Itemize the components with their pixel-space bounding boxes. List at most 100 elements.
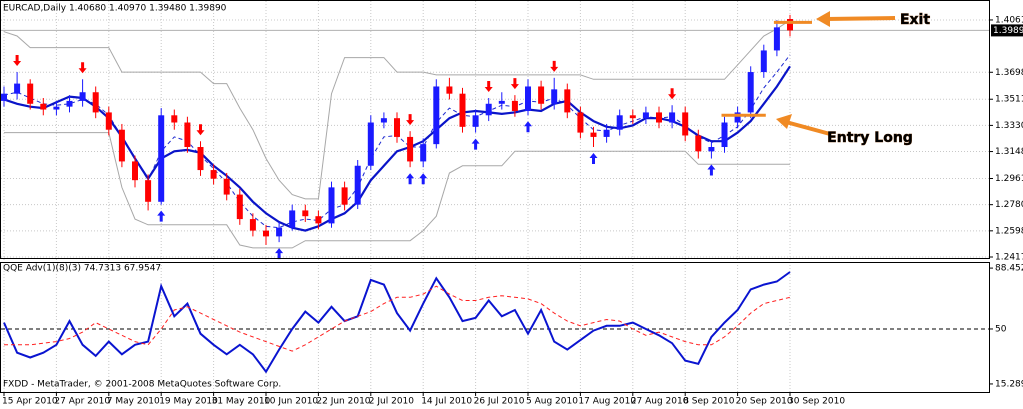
candle-body [498, 100, 505, 104]
price-label-box [991, 24, 1023, 37]
candle-body [40, 103, 47, 110]
candle-body [184, 122, 191, 148]
annotation: Entry Long [827, 130, 913, 146]
y-tick-label: 1.33300 [995, 121, 1023, 131]
candle-body [760, 50, 767, 73]
candle-body [446, 86, 453, 94]
candle-body [642, 112, 649, 119]
series-line [3, 19, 791, 200]
candle-body [380, 118, 387, 123]
y-tick-label: 1.24170 [995, 252, 1023, 262]
x-tick-label: 30 Sep 2010 [788, 397, 845, 407]
candle-body [708, 147, 715, 152]
x-tick-label: 5 Aug 2010 [526, 397, 578, 407]
candle-body [302, 210, 309, 217]
sell-arrow [510, 78, 519, 90]
buy-arrow [406, 173, 415, 185]
candle-body [263, 230, 269, 237]
candle-body [236, 194, 243, 220]
chart-title: EURCAD,Daily 1.40680 1.40970 1.39480 1.3… [3, 4, 227, 14]
entry-arrow [776, 114, 831, 136]
y-tick-label: 88.4525 [995, 264, 1023, 274]
series-line [4, 285, 791, 352]
y-tick-label: 1.25985 [995, 226, 1023, 236]
annotation: Exit [900, 12, 930, 28]
candle-body [773, 27, 780, 51]
series-line [4, 132, 790, 249]
candle-body [328, 187, 335, 224]
indicator-frame [0, 262, 990, 393]
price-label: 1.39890 [993, 26, 1023, 36]
candle-body [276, 227, 283, 237]
candle-body [14, 83, 21, 94]
candle-body [695, 135, 702, 152]
candle-body [577, 112, 584, 133]
plot [1, 14, 812, 374]
x-tick-label: 8 Sep 2010 [683, 397, 735, 407]
x-tick-label: 22 Jun 2010 [316, 397, 370, 407]
candle-body [92, 92, 99, 113]
y-tick-label: 1.29615 [995, 174, 1023, 184]
candle-body [734, 112, 741, 123]
candle-body [118, 129, 125, 162]
candle-body [315, 216, 322, 224]
candle-body [564, 89, 571, 113]
candle-body [354, 165, 361, 205]
candle-body [171, 115, 178, 123]
candle-body [27, 83, 34, 104]
x-tick-label: 2 Jul 2010 [369, 397, 414, 407]
candle-body [682, 112, 689, 136]
candle-body [787, 19, 793, 31]
candle-body [472, 115, 479, 127]
indicator-title: QQE Adv(1)(8)(3) 74.7313 67.9547 [3, 264, 161, 274]
y-tick-label: 1.27800 [995, 200, 1023, 210]
candle-body [407, 136, 414, 162]
x-tick-label: 31 May 2010 [212, 397, 271, 407]
candle-body [197, 147, 204, 171]
candle-body [249, 219, 256, 231]
candle-body [656, 112, 662, 123]
candle-body [721, 122, 728, 148]
buy-arrow [471, 138, 480, 150]
x-tick-label: 26 Jul 2010 [474, 397, 525, 407]
candle-body [158, 115, 165, 202]
buy-arrow [419, 173, 428, 185]
sell-arrow [196, 124, 205, 136]
y-tick-label: 1.36985 [995, 68, 1023, 78]
y-tick-label: 1.31485 [995, 147, 1023, 157]
candle-body [420, 144, 427, 162]
candle-body [629, 115, 636, 119]
x-tick-label: 27 Aug 2010 [631, 397, 689, 407]
candle-body [511, 100, 518, 111]
candle-body [525, 86, 531, 111]
candle-body [538, 86, 545, 104]
main-frame [0, 0, 990, 259]
candle-body [1, 93, 7, 101]
candle-body [341, 187, 348, 205]
footer: FXDD - MetaTrader, © 2001-2008 MetaQuote… [3, 380, 281, 390]
candle-body [590, 132, 597, 137]
y-tick-label: 50 [995, 324, 1007, 334]
sell-arrow [550, 60, 559, 72]
candle-body [485, 103, 492, 116]
x-tick-label: 7 May 2010 [107, 397, 160, 407]
x-tick-label: 27 Apr 2010 [54, 397, 110, 407]
sell-arrow [78, 62, 87, 74]
candle-body [459, 93, 466, 127]
buy-arrow [275, 248, 284, 260]
exit-arrow [816, 11, 896, 27]
x-tick-label: 19 May 2010 [159, 397, 218, 407]
y-tick-label: 1.35115 [995, 95, 1023, 105]
buy-arrow [707, 164, 716, 176]
candle-body [53, 106, 60, 110]
buy-arrow [524, 121, 532, 133]
x-tick-label: 15 Apr 2010 [2, 397, 58, 407]
candle-body [433, 86, 440, 145]
series-line [3, 271, 791, 374]
candle-body [747, 72, 754, 113]
sell-arrow [484, 81, 493, 93]
sell-arrow [13, 55, 22, 67]
candle-body [603, 129, 610, 137]
x-tick-label: 10 Jun 2010 [264, 397, 318, 407]
sell-arrow [668, 88, 677, 100]
